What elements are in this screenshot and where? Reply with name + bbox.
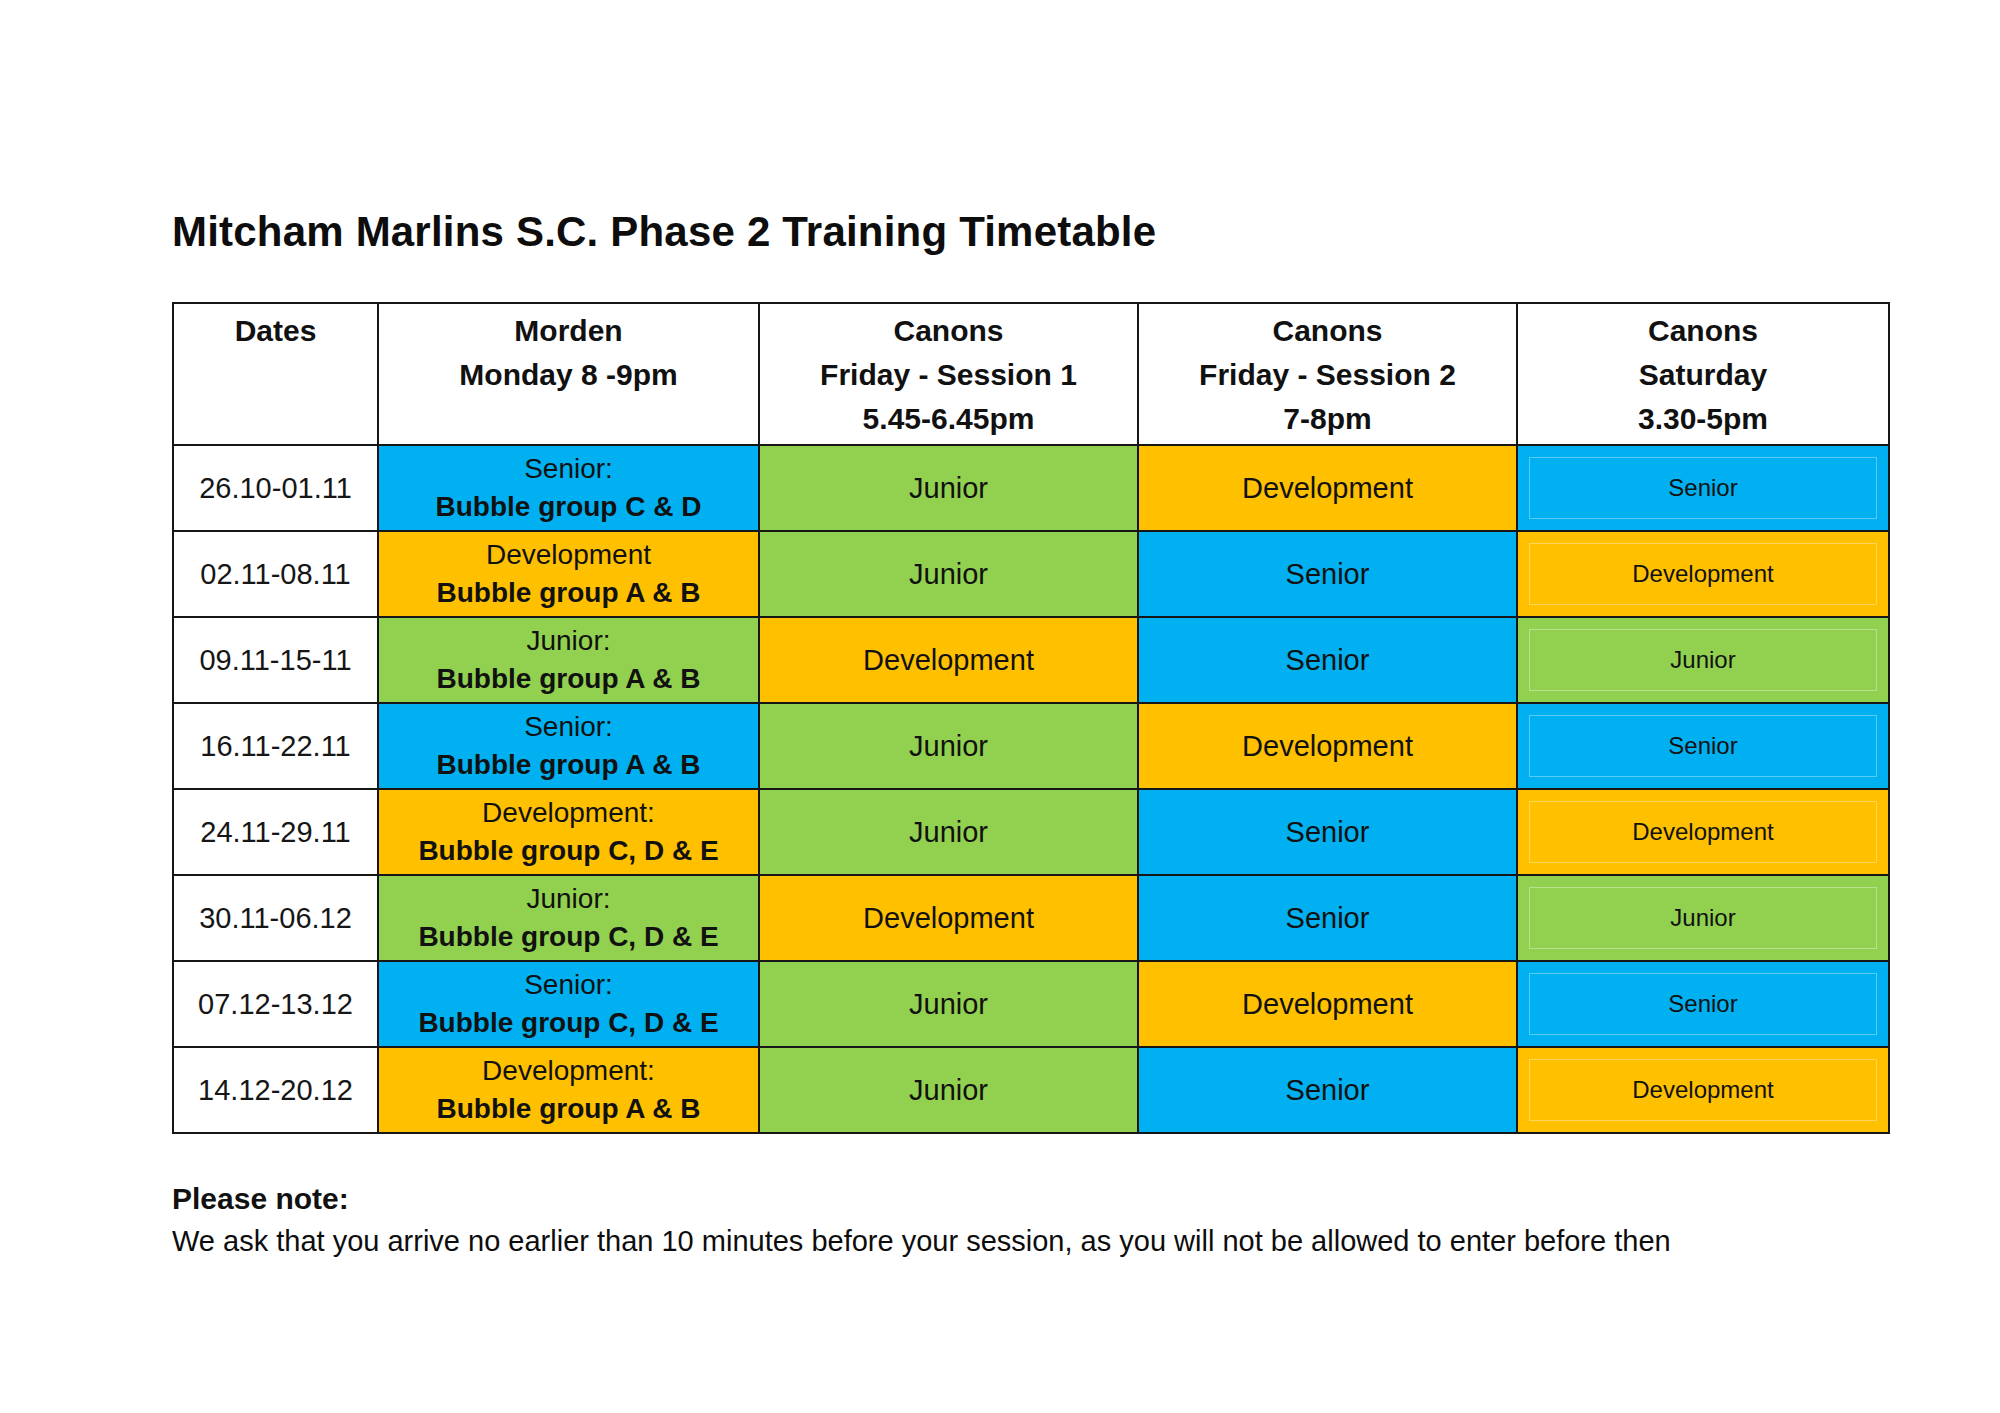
note-section: Please note: We ask that you arrive no e… [172, 1178, 1940, 1262]
bubble-group-label: Bubble group C, D & E [418, 1004, 718, 1042]
header-line: Morden [379, 309, 758, 353]
saturday-session-cell: Junior [1518, 876, 1890, 962]
friday-session2-cell: Senior [1139, 876, 1518, 962]
date-cell: 09.11-15-11 [174, 618, 379, 704]
friday-session2-cell: Senior [1139, 1048, 1518, 1134]
header-cell-friday_s1: CanonsFriday - Session 15.45-6.45pm [760, 304, 1139, 446]
saturday-session-cell: Senior [1518, 962, 1890, 1048]
morden-session-cell: Junior:Bubble group A & B [379, 618, 760, 704]
morden-session-cell: Senior:Bubble group C, D & E [379, 962, 760, 1048]
note-body: We ask that you arrive no earlier than 1… [172, 1220, 1940, 1262]
friday-session2-cell: Development [1139, 704, 1518, 790]
header-line: 3.30-5pm [1518, 397, 1888, 441]
saturday-session-label: Senior [1529, 973, 1877, 1035]
date-cell: 24.11-29.11 [174, 790, 379, 876]
header-line: Dates [174, 309, 377, 353]
date-cell: 26.10-01.11 [174, 446, 379, 532]
header-cell-dates: Dates [174, 304, 379, 446]
bubble-group-label: Bubble group A & B [437, 746, 701, 784]
date-cell: 14.12-20.12 [174, 1048, 379, 1134]
friday-session2-cell: Senior [1139, 790, 1518, 876]
header-cell-saturday: CanonsSaturday3.30-5pm [1518, 304, 1890, 446]
table-header-row: DatesMordenMonday 8 -9pmCanonsFriday - S… [174, 304, 1890, 446]
date-cell: 07.12-13.12 [174, 962, 379, 1048]
table-body: 26.10-01.11Senior:Bubble group C & DJuni… [174, 446, 1890, 1134]
saturday-session-label: Junior [1529, 629, 1877, 691]
saturday-session-label: Senior [1529, 715, 1877, 777]
bubble-group-label: Bubble group C, D & E [418, 832, 718, 870]
friday-session1-cell: Junior [760, 446, 1139, 532]
table-row: 30.11-06.12Junior:Bubble group C, D & ED… [174, 876, 1890, 962]
friday-session1-cell: Junior [760, 1048, 1139, 1134]
table-row: 16.11-22.11Senior:Bubble group A & BJuni… [174, 704, 1890, 790]
morden-session-cell: Development:Bubble group C, D & E [379, 790, 760, 876]
friday-session2-cell: Development [1139, 446, 1518, 532]
header-line: Monday 8 -9pm [379, 353, 758, 397]
header-line: Canons [760, 309, 1137, 353]
saturday-session-cell: Senior [1518, 446, 1890, 532]
bubble-group-label: Bubble group A & B [437, 574, 701, 612]
table-row: 26.10-01.11Senior:Bubble group C & DJuni… [174, 446, 1890, 532]
friday-session1-cell: Development [760, 876, 1139, 962]
date-cell: 02.11-08.11 [174, 532, 379, 618]
session-group-label: Development: [482, 1052, 655, 1090]
header-line: 7-8pm [1139, 397, 1516, 441]
table-row: 14.12-20.12Development:Bubble group A & … [174, 1048, 1890, 1134]
session-group-label: Junior: [526, 880, 610, 918]
saturday-session-label: Development [1529, 801, 1877, 863]
saturday-session-cell: Development [1518, 532, 1890, 618]
session-group-label: Development: [482, 794, 655, 832]
date-cell: 30.11-06.12 [174, 876, 379, 962]
page-title: Mitcham Marlins S.C. Phase 2 Training Ti… [172, 208, 1940, 256]
date-cell: 16.11-22.11 [174, 704, 379, 790]
morden-session-cell: Junior:Bubble group C, D & E [379, 876, 760, 962]
saturday-session-label: Development [1529, 1059, 1877, 1121]
session-group-label: Senior: [524, 966, 613, 1004]
friday-session1-cell: Junior [760, 962, 1139, 1048]
friday-session2-cell: Senior [1139, 532, 1518, 618]
friday-session1-cell: Junior [760, 532, 1139, 618]
friday-session2-cell: Senior [1139, 618, 1518, 704]
header-line: Canons [1139, 309, 1516, 353]
header-line: Canons [1518, 309, 1888, 353]
saturday-session-label: Junior [1529, 887, 1877, 949]
saturday-session-cell: Development [1518, 1048, 1890, 1134]
table-row: 09.11-15-11Junior:Bubble group A & BDeve… [174, 618, 1890, 704]
morden-session-cell: DevelopmentBubble group A & B [379, 532, 760, 618]
session-group-label: Development [486, 536, 651, 574]
header-cell-friday_s2: CanonsFriday - Session 27-8pm [1139, 304, 1518, 446]
document-page: Mitcham Marlins S.C. Phase 2 Training Ti… [0, 208, 2000, 1262]
table-row: 02.11-08.11DevelopmentBubble group A & B… [174, 532, 1890, 618]
header-line: Friday - Session 1 [760, 353, 1137, 397]
saturday-session-label: Senior [1529, 457, 1877, 519]
friday-session1-cell: Junior [760, 790, 1139, 876]
training-timetable: DatesMordenMonday 8 -9pmCanonsFriday - S… [172, 302, 1890, 1134]
bubble-group-label: Bubble group A & B [437, 1090, 701, 1128]
morden-session-cell: Senior:Bubble group A & B [379, 704, 760, 790]
header-line: Saturday [1518, 353, 1888, 397]
friday-session1-cell: Junior [760, 704, 1139, 790]
table-row: 07.12-13.12Senior:Bubble group C, D & EJ… [174, 962, 1890, 1048]
table-row: 24.11-29.11Development:Bubble group C, D… [174, 790, 1890, 876]
bubble-group-label: Bubble group A & B [437, 660, 701, 698]
friday-session2-cell: Development [1139, 962, 1518, 1048]
bubble-group-label: Bubble group C, D & E [418, 918, 718, 956]
header-line: Friday - Session 2 [1139, 353, 1516, 397]
session-group-label: Senior: [524, 708, 613, 746]
saturday-session-cell: Development [1518, 790, 1890, 876]
session-group-label: Senior: [524, 450, 613, 488]
session-group-label: Junior: [526, 622, 610, 660]
morden-session-cell: Senior:Bubble group C & D [379, 446, 760, 532]
morden-session-cell: Development:Bubble group A & B [379, 1048, 760, 1134]
saturday-session-cell: Junior [1518, 618, 1890, 704]
bubble-group-label: Bubble group C & D [436, 488, 702, 526]
header-cell-morden: MordenMonday 8 -9pm [379, 304, 760, 446]
friday-session1-cell: Development [760, 618, 1139, 704]
note-heading: Please note: [172, 1178, 1940, 1220]
header-line: 5.45-6.45pm [760, 397, 1137, 441]
saturday-session-label: Development [1529, 543, 1877, 605]
saturday-session-cell: Senior [1518, 704, 1890, 790]
